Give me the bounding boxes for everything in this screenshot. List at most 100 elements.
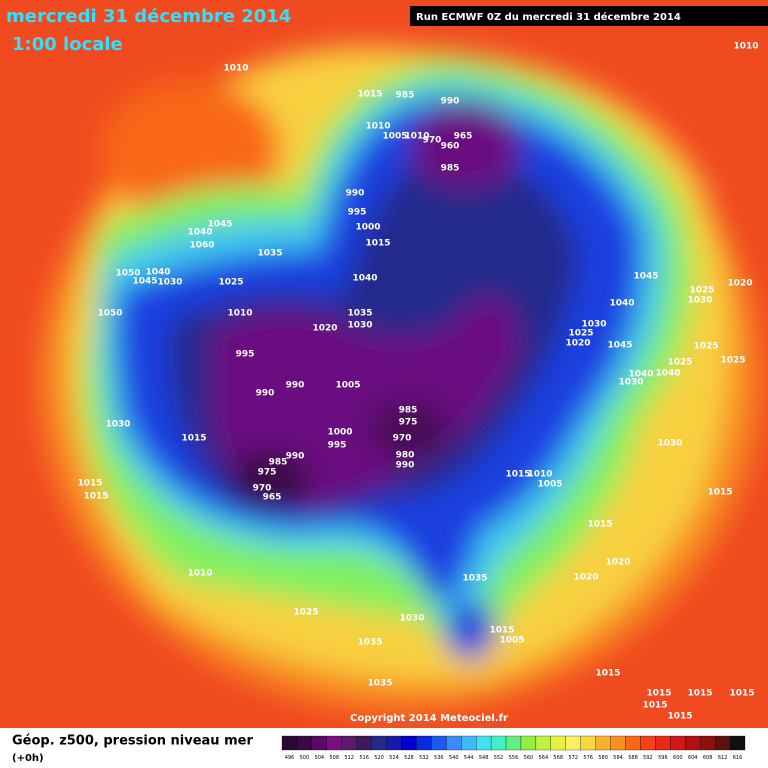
legend-swatch	[670, 735, 686, 751]
legend-swatch	[371, 735, 387, 751]
isobar-label: 1010	[404, 132, 429, 142]
footer-title: Géop. z500, pression niveau mer	[12, 734, 253, 749]
legend-label: 564	[539, 755, 549, 761]
legend-swatch	[461, 735, 477, 751]
isobar-label: 1000	[327, 428, 352, 438]
isobar-label: 1015	[365, 239, 390, 249]
isobar-label: 1040	[187, 228, 212, 238]
isobar-label: 1040	[609, 299, 634, 309]
isobar-label: 985	[269, 458, 288, 468]
isobar-label: 965	[454, 132, 473, 142]
legend-label: 508	[330, 755, 340, 761]
isobar-label: 1030	[105, 420, 130, 430]
isobar-label: 1015	[667, 712, 692, 722]
legend-swatch	[535, 735, 551, 751]
isobar-label: 990	[441, 97, 460, 107]
isobar-label: 965	[263, 493, 282, 503]
isobar-label: 1000	[355, 223, 380, 233]
isobar-label: 980	[396, 451, 415, 461]
isobar-label: 1015	[587, 520, 612, 530]
isobar-label: 1020	[312, 324, 337, 334]
legend-label: 568	[554, 755, 564, 761]
legend-label: 528	[404, 755, 414, 761]
isobar-label: 1030	[157, 278, 182, 288]
isobar-label: 1045	[607, 341, 632, 351]
isobar-label: 1025	[568, 329, 593, 339]
legend-swatch	[431, 735, 447, 751]
time-title: 1:00 locale	[12, 34, 123, 55]
isobar-label: 1030	[687, 296, 712, 306]
isobar-label: 1030	[618, 378, 643, 388]
map: Run ECMWF 0Z du mercredi 31 décembre 201…	[0, 0, 768, 728]
isobar-label: 1030	[657, 439, 682, 449]
isobar-label: 1025	[693, 342, 718, 352]
isobar-label: 1025	[720, 356, 745, 366]
isobar-label: 1025	[689, 286, 714, 296]
date-title: mercredi 31 décembre 2014	[6, 6, 291, 27]
legend-label: 580	[598, 755, 608, 761]
isobar-label: 1020	[573, 573, 598, 583]
legend-swatch	[296, 735, 313, 751]
legend-label: 592	[643, 755, 653, 761]
footer-range: (+0h)	[12, 753, 44, 764]
isobar-label: 1045	[207, 220, 232, 230]
isobar-label: 1030	[399, 614, 424, 624]
isobar-label: 1015	[77, 479, 102, 489]
isobar-label: 1020	[605, 558, 630, 568]
isobar-label: 1035	[462, 574, 487, 584]
isobar-label: 1050	[115, 269, 140, 279]
legend-swatch	[565, 735, 581, 751]
isobar-label: 1015	[505, 470, 530, 480]
legend-swatch	[520, 735, 537, 751]
legend-label: 512	[344, 755, 354, 761]
legend-swatch	[341, 735, 357, 751]
isobar-label: 995	[348, 208, 367, 218]
isobar-label: 990	[286, 452, 305, 462]
legend-label: 548	[479, 755, 489, 761]
legend: 496 500 504 508 512 516 520 524 528 532 536 540 544 5…	[281, 735, 746, 761]
legend-label: 600	[673, 755, 683, 761]
isobar-label: 1035	[367, 679, 392, 689]
isobar-label: 1040	[145, 268, 170, 278]
legend-swatch	[625, 735, 641, 751]
isobar-label: 990	[286, 381, 305, 391]
isobar-label: 1040	[352, 274, 377, 284]
isobar-label: 990	[396, 461, 415, 471]
legend-label: 616	[733, 755, 743, 761]
isobar-label: 1010	[527, 470, 552, 480]
legend-swatch	[446, 735, 462, 751]
legend-swatch	[655, 735, 671, 751]
isobar-label: 990	[256, 389, 275, 399]
legend-swatch	[610, 735, 626, 751]
isobar-label: 970	[253, 484, 272, 494]
isobar-label: 1040	[655, 369, 680, 379]
isobar-label: 1010	[227, 309, 252, 319]
isobar-label: 1035	[257, 249, 282, 259]
isobar-label: 1015	[707, 488, 732, 498]
isobar-label: 1030	[347, 321, 372, 331]
isobar-label: 985	[441, 164, 460, 174]
run-text: Run ECMWF 0Z du mercredi 31 décembre 201…	[416, 11, 681, 23]
isobar-label: 1025	[293, 608, 318, 618]
isobar-label: 995	[328, 441, 347, 451]
legend-label: 552	[494, 755, 504, 761]
isobar-label: 1010	[187, 569, 212, 579]
legend-swatch	[416, 735, 432, 751]
isobar-label: 1015	[595, 669, 620, 679]
isobar-label: 975	[258, 468, 277, 478]
legend-swatch	[476, 735, 492, 751]
isobar-label: 970	[423, 136, 442, 146]
legend-label: 596	[658, 755, 668, 761]
legend-swatch	[326, 735, 342, 751]
isobar-label: 1030	[581, 320, 606, 330]
copyright: Copyright 2014 Meteociel.fr	[350, 713, 508, 724]
legend-label: 532	[419, 755, 429, 761]
legend-swatch	[714, 735, 731, 751]
isobar-label: 1060	[189, 241, 214, 251]
legend-swatch	[640, 735, 656, 751]
isobar-label: 1025	[218, 278, 243, 288]
isobar-label: 1035	[347, 309, 372, 319]
isobar-label: 975	[399, 418, 418, 428]
legend-swatch	[401, 735, 417, 751]
